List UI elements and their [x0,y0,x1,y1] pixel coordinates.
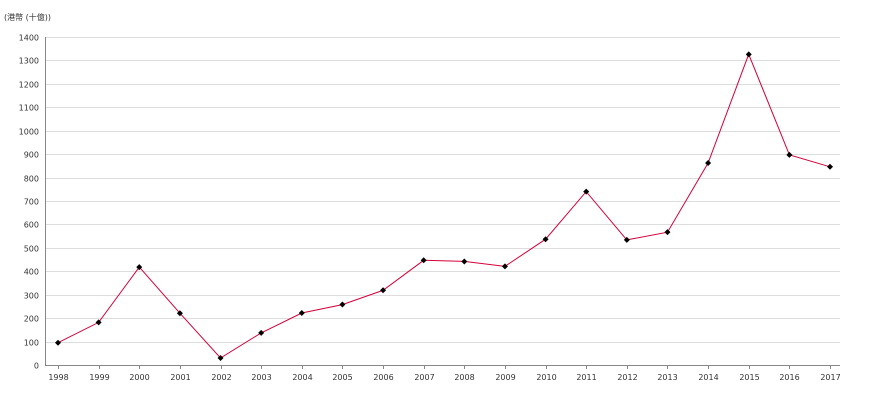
y-tick-label: 400 [24,268,39,277]
x-tick-label: 2004 [292,373,312,382]
data-point-marker [55,339,61,346]
x-tick-label: 1998 [48,373,68,382]
data-point-marker [745,51,752,58]
data-point-marker [258,329,265,336]
y-tick-label: 700 [24,198,39,207]
x-tick-label: 2009 [495,373,515,382]
y-tick-label: 1200 [19,81,39,90]
x-tick-label: 2005 [332,373,352,382]
x-tick-label: 2000 [129,373,149,382]
data-point-marker [339,301,346,308]
y-tick-label: 900 [24,151,39,160]
y-tick-label: 800 [24,175,39,184]
data-point-marker [623,236,630,243]
data-point-marker [501,263,508,270]
data-point-marker [705,160,712,167]
x-tick-label: 2011 [576,373,596,382]
data-point-marker [461,258,468,265]
data-point-marker [786,151,793,158]
series-line [57,52,831,359]
data-point-marker [380,287,387,294]
y-tick-label: 0 [34,362,39,371]
x-tick-label: 2003 [251,373,271,382]
data-point-marker [583,188,590,195]
x-tick-label: 1999 [89,373,109,382]
x-tick-label: 2015 [739,373,759,382]
x-tick-label: 2001 [170,373,190,382]
x-tick-label: 2010 [536,373,556,382]
y-tick-label: 600 [24,221,39,230]
y-tick-label: 1000 [19,128,39,137]
y-tick-label: 200 [24,315,39,324]
y-tick-label: 1300 [19,57,39,66]
series [55,51,833,361]
data-point-marker [827,163,833,170]
grid [45,37,840,343]
y-tick-label: 100 [24,339,39,348]
data-point-marker [298,309,305,316]
y-unit-label: (港幣 (十億)) [4,12,51,22]
data-point-marker [136,264,143,271]
data-point-marker [217,354,224,361]
x-tick-label: 2014 [698,373,718,382]
x-tick-label: 2012 [617,373,637,382]
y-tick-label: 300 [24,292,39,301]
axes: 0 100 200 300 400 500 600 700 800 900 1000 1100 1200… [19,34,841,383]
data-point-marker [664,229,671,236]
x-tick-label: 2016 [779,373,799,382]
x-tick-label: 2007 [414,373,434,382]
x-tick-label: 2017 [820,373,840,382]
x-tick-label: 2002 [211,373,231,382]
x-tick-label: 2013 [657,373,677,382]
y-tick-label: 1400 [19,34,39,43]
data-point-marker [95,319,102,326]
data-point-marker [542,236,549,243]
y-tick-label: 500 [24,245,39,254]
y-tick-label: 1100 [19,104,39,113]
data-point-marker [420,257,427,264]
x-tick-label: 2008 [454,373,474,382]
data-point-marker [176,310,183,317]
x-tick-label: 2006 [373,373,393,382]
